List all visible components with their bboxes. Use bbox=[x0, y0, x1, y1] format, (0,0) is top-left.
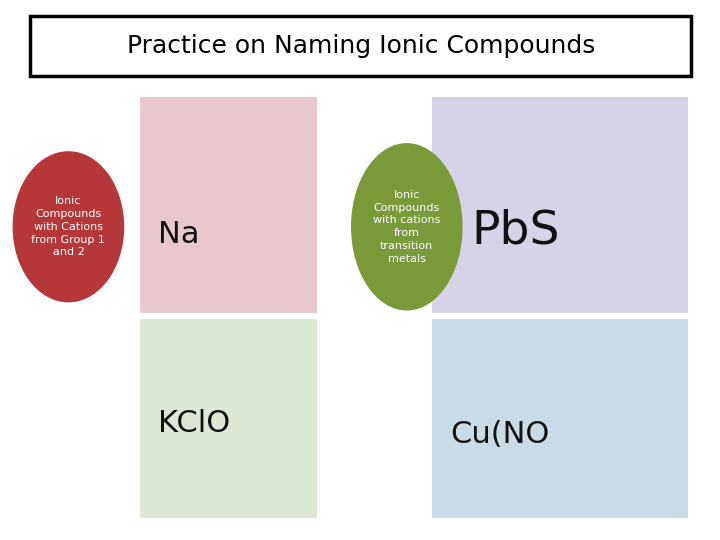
Text: Practice on Naming Ionic Compounds: Practice on Naming Ionic Compounds bbox=[127, 34, 595, 58]
FancyBboxPatch shape bbox=[140, 97, 317, 313]
FancyBboxPatch shape bbox=[432, 319, 688, 518]
FancyBboxPatch shape bbox=[432, 97, 688, 313]
FancyBboxPatch shape bbox=[30, 16, 691, 76]
Ellipse shape bbox=[13, 151, 125, 302]
Text: Ionic
Compounds
with cations
from
transition
metals: Ionic Compounds with cations from transi… bbox=[373, 190, 441, 264]
Text: PbS: PbS bbox=[472, 208, 560, 253]
Text: Ionic
Compounds
with Cations
from Group 1
and 2: Ionic Compounds with Cations from Group … bbox=[32, 196, 105, 258]
Text: KClO: KClO bbox=[158, 409, 230, 438]
FancyBboxPatch shape bbox=[140, 319, 317, 518]
Text: Cu(NO: Cu(NO bbox=[450, 420, 549, 449]
Text: Na: Na bbox=[158, 220, 200, 249]
Ellipse shape bbox=[351, 143, 462, 310]
